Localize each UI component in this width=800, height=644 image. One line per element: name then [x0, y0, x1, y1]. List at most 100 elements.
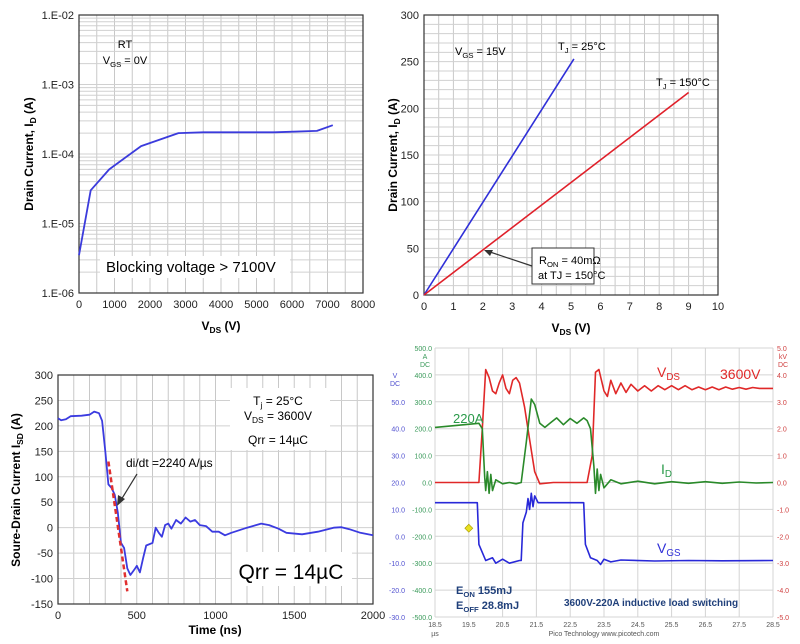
annotation-arrow	[486, 250, 533, 267]
y-tick-label-gate-voltage: 50.0	[391, 400, 405, 407]
label-eoff-part: E	[456, 600, 463, 612]
x-tick-label: 22.5	[563, 622, 577, 629]
y-tick-label: -100	[31, 574, 53, 586]
label-3600v: 3600V	[720, 366, 761, 382]
label-vgs-part: V	[657, 540, 667, 556]
footer-text: Pico Technology www.picotech.com	[549, 631, 660, 638]
y-tick-label-current: 100.0	[414, 454, 432, 461]
y-axis-label-part: (A)	[22, 97, 36, 117]
annotation-didt: di/dt =2240 A/µs	[126, 456, 213, 470]
legend-label-25c-part: T	[558, 41, 565, 53]
y-tick-label-current: 200.0	[414, 427, 432, 434]
series-line-tj150c	[423, 91, 690, 296]
annotation-vgs: VGS = 15V	[455, 46, 506, 60]
x-tick-label: 0	[76, 299, 82, 311]
x-tick-label: 1	[450, 301, 456, 313]
y-tick-label: 150	[35, 446, 53, 458]
annotation-blocking-voltage-part: Blocking voltage > 7100V	[106, 259, 276, 276]
y-tick-label-kv: -3.0	[777, 561, 789, 568]
x-tick-label: 4	[539, 301, 545, 313]
chart-switching-waveform: 500.0 400.0 300.0 200.0 100.0 0.0 -100.0 -200.0…	[389, 346, 789, 638]
annotation-blocking-voltage: Blocking voltage > 7100V	[106, 259, 276, 276]
y-tick-label-gate-voltage: 10.0	[391, 507, 405, 514]
annotation-box	[531, 247, 595, 285]
x-tick-label: 2	[480, 301, 486, 313]
series-line-tj25c	[423, 58, 575, 296]
y-tick-label-current: -100.0	[412, 507, 432, 514]
series-line-didt	[107, 461, 129, 592]
y-tick-label: 200	[35, 421, 53, 433]
label-220a-part: 220A	[453, 411, 484, 426]
y-tick-label: 1.E-05	[42, 219, 74, 231]
y-tick-label-gate-voltage: 30.0	[391, 454, 405, 461]
label-3600v-part: 3600V	[720, 366, 761, 382]
annotation-temp-part: at TJ = 150°C	[538, 270, 606, 282]
x-tick-label: 0	[55, 610, 61, 622]
x-tick-label: 5	[568, 301, 574, 313]
label-id-part: D	[665, 469, 672, 480]
unit-label-current: A	[423, 354, 428, 361]
plot-border	[78, 14, 364, 294]
annotation-ron-part: ON	[547, 260, 559, 269]
y-axis-label-part: (A)	[386, 98, 400, 118]
y-tick-label-kv: 5.0	[777, 346, 787, 353]
plot-border	[423, 14, 719, 296]
annotation-qrr: Qrr = 14µC	[248, 433, 308, 447]
x-tick-label: 19.5	[462, 622, 476, 629]
y-tick-label-kv: -1.0	[777, 507, 789, 514]
legend-label-25c-part: J	[565, 46, 569, 55]
annotation-qrr-part: Qrr = 14µC	[248, 433, 308, 447]
annotation-vgs-part: GS	[462, 51, 473, 60]
annotation-ron: RON = 40mΩ	[539, 255, 601, 269]
y-tick-label-gate-voltage: -30.0	[389, 615, 405, 622]
legend-label-150c-part: T	[656, 77, 663, 89]
legend-label-25c: TJ = 25°C	[558, 41, 606, 55]
annotation-didt-part: di/dt =2240 A/µs	[126, 456, 213, 470]
annotation-arrow	[120, 473, 138, 501]
annotation-vds: VDS = 3600V	[244, 409, 312, 425]
label-test-condition: 3600V-220A inductive load switching	[564, 598, 738, 609]
legend-label-25c-part: = 25°C	[569, 41, 606, 53]
annotation-ron-part: R	[539, 255, 547, 267]
y-tick-label-kv: 4.0	[777, 373, 787, 380]
y-tick-label: 250	[401, 57, 419, 69]
y-tick-label-gate-voltage: -20.0	[389, 588, 405, 595]
y-tick-label: 100	[35, 472, 53, 484]
annotation-vgs-part: = 0V	[121, 55, 148, 67]
x-tick-label: 2000	[138, 299, 162, 311]
y-tick-label-kv: 1.0	[777, 454, 787, 461]
y-tick-label-current: -200.0	[412, 534, 432, 541]
x-tick-label: 21.5	[530, 622, 544, 629]
x-tick-label: 10	[712, 301, 724, 313]
label-vds-part: V	[657, 364, 667, 380]
series-line-vds	[435, 368, 773, 485]
annotation-ron-part: = 40mΩ	[558, 255, 600, 267]
y-tick-label: 200	[401, 103, 419, 115]
plot-border	[57, 374, 374, 605]
series-line-vgs	[435, 492, 774, 566]
annotation-tj-part: = 25°C	[262, 394, 303, 408]
y-tick-label-current: -500.0	[412, 615, 432, 622]
label-id-part: I	[661, 461, 665, 477]
y-tick-label-kv: 3.0	[777, 400, 787, 407]
x-tick-label: 7000	[315, 299, 339, 311]
chart-reverse-recovery: 0 500 1000 1500 2000 -150 -100 -50 0 50 100 150 200 2…	[9, 370, 385, 637]
unit-label-gate-voltage: V	[393, 373, 398, 380]
x-axis-label: VDS (V)	[552, 321, 591, 337]
y-axis-label-part: Drain Current, I	[386, 124, 400, 211]
annotation-vgs-part: = 15V	[473, 46, 506, 58]
y-tick-label-kv: 2.0	[777, 427, 787, 434]
x-axis-label: VDS (V)	[202, 319, 241, 335]
annotation-tj-part: T	[253, 394, 261, 408]
label-vgs: VGS	[657, 540, 681, 559]
y-axis-label: Drain Current, ID (A)	[22, 97, 38, 210]
y-tick-label: 1.E-06	[42, 288, 74, 300]
x-tick-label: 1000	[203, 610, 227, 622]
annotation-vds-part: DS	[252, 415, 264, 425]
x-tick-label: 1500	[282, 610, 306, 622]
x-tick-label: 25.5	[665, 622, 679, 629]
x-axis-label-part: V	[202, 319, 210, 333]
unit-label-gate-voltage: DC	[390, 381, 400, 388]
y-axis-label-part: Soure-Drain Current I	[9, 445, 23, 567]
